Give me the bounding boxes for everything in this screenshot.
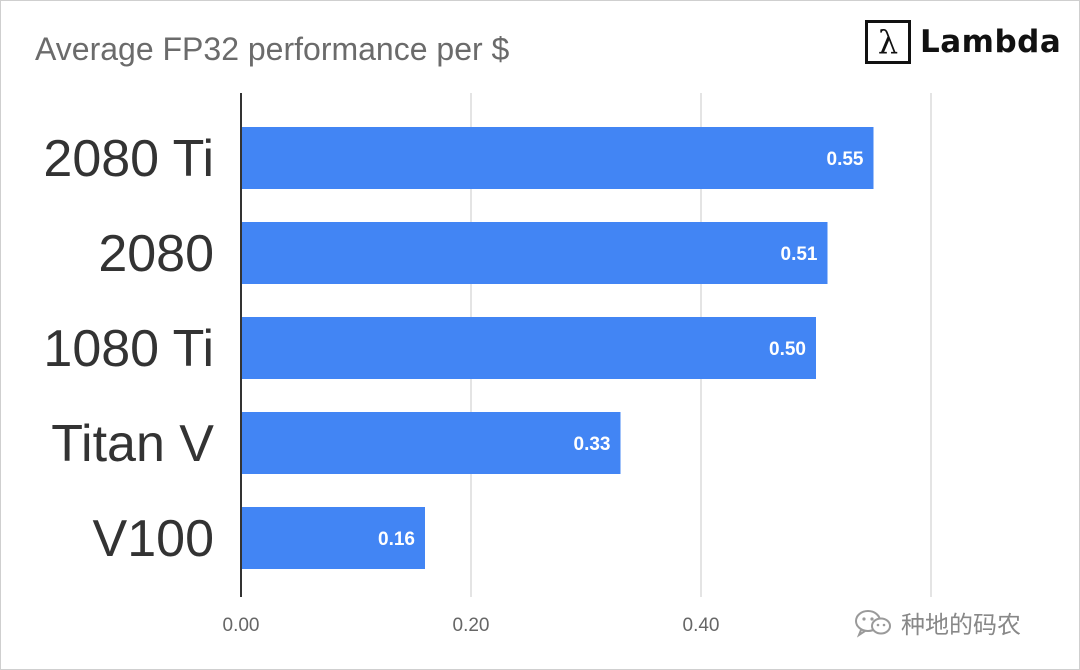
lambda-logo: λ Lambda	[865, 20, 1061, 64]
data-label: 0.50	[769, 339, 806, 360]
bar	[241, 317, 816, 379]
data-label: 0.16	[378, 529, 415, 550]
watermark: 种地的码农	[853, 605, 1021, 640]
wechat-icon	[855, 609, 891, 638]
category-label: 1080 Ti	[43, 320, 214, 378]
lambda-icon: λ	[865, 20, 911, 64]
data-label: 0.55	[827, 149, 864, 170]
x-tick-label: 0.40	[683, 615, 720, 636]
bar	[241, 222, 828, 284]
category-label: V100	[93, 510, 214, 568]
data-label: 0.33	[574, 434, 611, 455]
lambda-wordmark: Lambda	[920, 24, 1062, 60]
watermark-text: 种地的码农	[901, 611, 1021, 639]
data-label: 0.51	[781, 244, 818, 265]
category-label: 2080	[98, 225, 214, 283]
category-label: 2080 Ti	[43, 130, 214, 188]
category-label: Titan V	[51, 415, 214, 473]
x-tick-label: 0.20	[453, 615, 490, 636]
bar	[241, 127, 874, 189]
x-tick-label: 0.00	[223, 615, 260, 636]
bar	[241, 412, 621, 474]
chart-title: Average FP32 performance per $	[35, 31, 510, 67]
bar	[241, 507, 425, 569]
